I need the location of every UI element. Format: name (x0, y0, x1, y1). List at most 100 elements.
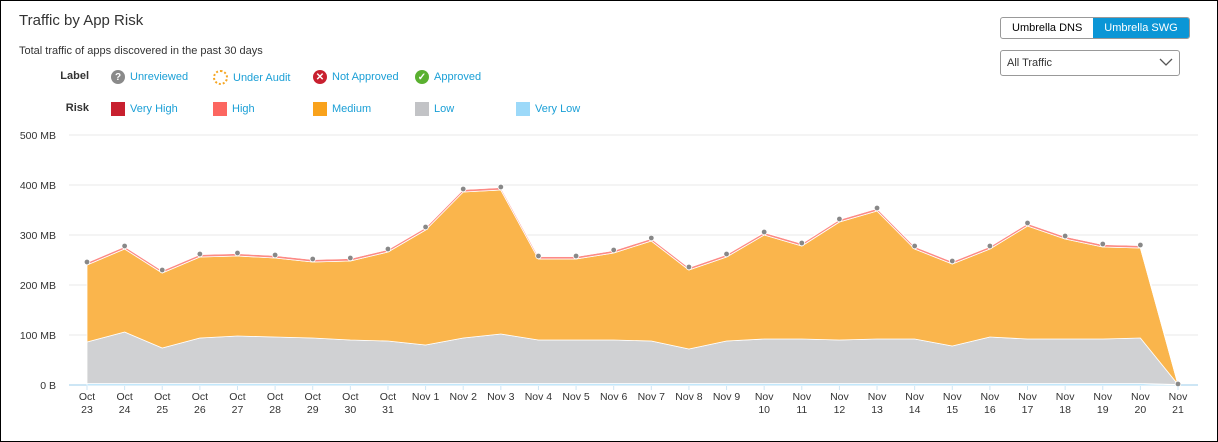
legend-very-high[interactable]: Very High (111, 102, 178, 116)
total-point (1061, 232, 1069, 240)
x-tick-label: Nov 8 (675, 391, 703, 403)
total-point (648, 234, 655, 242)
x-tick-label: Nov (981, 391, 1000, 403)
x-tick-label: Oct (154, 391, 170, 403)
x-tick-label: Nov 1 (412, 391, 440, 403)
x-tick-label: 19 (1097, 404, 1109, 416)
traffic-filter-value: All Traffic (1007, 57, 1053, 69)
x-tick-label: Oct (305, 391, 321, 403)
x-tick-label: 23 (81, 404, 93, 416)
total-point (347, 254, 354, 262)
legend-low[interactable]: Low (415, 102, 454, 116)
legend-medium[interactable]: Medium (313, 102, 371, 116)
total-point (798, 239, 805, 247)
x-tick-label: Nov (792, 391, 811, 403)
legend-very-low[interactable]: Very Low (516, 102, 580, 116)
x-tick-label: 24 (119, 404, 131, 416)
x-tick-label: 27 (232, 404, 244, 416)
x-tick-label: 13 (871, 404, 883, 416)
question-circle-icon: ? (111, 70, 125, 84)
x-tick-label: Nov 6 (600, 391, 628, 403)
x-tick-label: Oct (380, 391, 396, 403)
x-tick-label: Nov 5 (562, 391, 590, 403)
x-tick-label: Oct (79, 391, 95, 403)
x-tick-label: Nov 9 (713, 391, 741, 403)
legend-label: High (232, 103, 255, 115)
y-tick-label: 300 MB (20, 230, 56, 242)
total-point (234, 249, 241, 257)
total-point (159, 266, 166, 274)
total-point (911, 242, 918, 250)
x-tick-label: Oct (267, 391, 283, 403)
risk-legend-heading: Risk (65, 102, 89, 114)
y-tick-label: 0 B (40, 380, 56, 392)
x-circle-icon: ✕ (313, 70, 327, 84)
x-tick-label: 29 (307, 404, 319, 416)
total-point (836, 215, 843, 223)
label-legend-heading: Label (60, 70, 89, 82)
total-point (572, 252, 580, 260)
total-point (873, 204, 881, 212)
legend-label: Very Low (535, 103, 581, 115)
legend-label: Very High (130, 103, 178, 115)
legend-label: Not Approved (332, 71, 399, 83)
total-point (1024, 219, 1031, 227)
total-point (460, 185, 467, 193)
x-tick-label: Nov (755, 391, 774, 403)
x-tick-label: 10 (758, 404, 770, 416)
x-tick-label: Nov 4 (525, 391, 553, 403)
x-tick-label: Nov 3 (487, 391, 515, 403)
low-swatch (415, 102, 429, 116)
legend-label: Low (434, 103, 455, 115)
legend-label: Under Audit (233, 71, 291, 84)
area-very-high (86, 186, 1179, 385)
legend-high[interactable]: High (213, 102, 255, 116)
x-tick-label: Nov (1018, 391, 1037, 403)
x-tick-label: 17 (1022, 404, 1034, 416)
total-point (271, 251, 279, 259)
total-point (309, 255, 316, 263)
x-tick-label: 15 (946, 404, 958, 416)
very-high-swatch (111, 102, 125, 116)
total-point (422, 223, 429, 231)
x-tick-label: 31 (382, 404, 394, 416)
legend-label: Approved (434, 71, 482, 83)
y-tick-label: 400 MB (20, 180, 56, 192)
chevron-down-icon (1159, 58, 1173, 66)
medium-swatch (313, 102, 327, 116)
total-point (986, 242, 994, 250)
x-tick-label: Oct (116, 391, 132, 403)
toggle-umbrella-swg[interactable]: Umbrella SWG (1093, 18, 1189, 38)
y-tick-label: 200 MB (20, 280, 56, 292)
x-tick-label: 20 (1135, 404, 1147, 416)
total-point (610, 246, 617, 254)
total-point (384, 245, 392, 253)
total-point (760, 228, 768, 236)
total-point (121, 242, 128, 250)
very-low-swatch (516, 102, 530, 116)
traffic-filter-dropdown[interactable]: All Traffic (1000, 50, 1180, 76)
total-point (1099, 240, 1106, 248)
toggle-umbrella-dns[interactable]: Umbrella DNS (1012, 22, 1083, 34)
legend-label: Unreviewed (130, 71, 189, 83)
legend-approved[interactable]: ✓ Approved (415, 70, 481, 84)
total-point (83, 258, 91, 266)
legend-not-approved[interactable]: ✕ Not Approved (313, 70, 399, 84)
total-point (949, 257, 956, 265)
check-circle-icon: ✓ (415, 70, 429, 84)
legend-under-audit[interactable]: Under Audit (213, 70, 290, 85)
total-point (723, 250, 730, 258)
x-tick-label: 12 (834, 404, 846, 416)
x-tick-label: Nov (1169, 391, 1188, 403)
x-tick-label: Nov (943, 391, 962, 403)
x-tick-label: Nov (1093, 391, 1112, 403)
x-tick-label: Oct (229, 391, 245, 403)
source-toggle: Umbrella DNS Umbrella SWG (1000, 17, 1190, 39)
legend-unreviewed[interactable]: ? Unreviewed (111, 70, 188, 84)
high-swatch (213, 102, 227, 116)
x-tick-label: Nov (1056, 391, 1075, 403)
total-point (497, 183, 505, 191)
x-tick-label: 14 (909, 404, 921, 416)
x-tick-label: 26 (194, 404, 206, 416)
